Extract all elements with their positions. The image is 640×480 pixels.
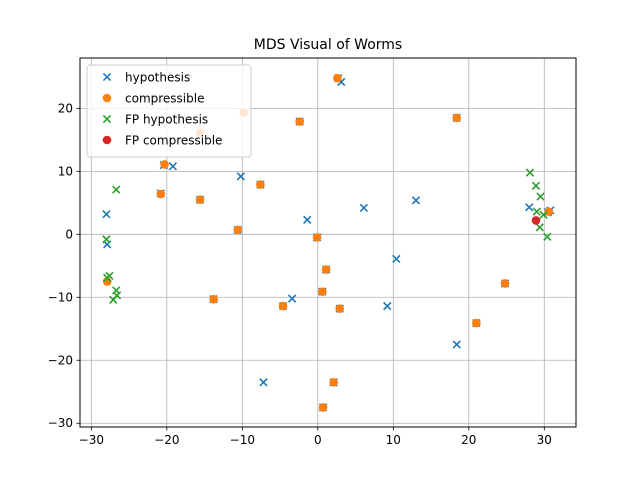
marker-stroke xyxy=(535,223,544,232)
data-point-compressible xyxy=(160,160,169,169)
legend-label-compressible: compressible xyxy=(125,92,204,106)
data-point-fp-hypothesis xyxy=(525,168,535,177)
series-fp-compressible xyxy=(531,216,541,225)
data-point-compressible xyxy=(452,113,462,123)
legend-marker-hypothesis xyxy=(102,72,112,82)
marker-stroke xyxy=(109,295,118,304)
data-point-hypothesis xyxy=(383,301,392,311)
marker-stroke xyxy=(539,210,548,219)
marker-stroke xyxy=(102,72,112,82)
marker-stroke xyxy=(543,232,552,241)
marker-stroke xyxy=(532,207,541,216)
data-point-hypothesis xyxy=(236,172,245,181)
data-point-compressible xyxy=(335,304,345,313)
legend-label-fp-hypothesis: FP hypothesis xyxy=(125,113,208,127)
marker-stroke xyxy=(236,172,245,181)
marker-stroke xyxy=(102,235,111,244)
x-tick-label: −30 xyxy=(79,433,104,447)
legend-marker-fp-hypothesis xyxy=(102,114,112,124)
data-point-hypothesis xyxy=(168,162,178,171)
marker-stroke xyxy=(452,340,461,349)
x-tick-label: −20 xyxy=(154,433,179,447)
data-point-compressible xyxy=(321,265,331,274)
data-point-hypothesis xyxy=(287,294,297,303)
marker-stroke xyxy=(525,203,534,212)
data-point-compressible xyxy=(472,318,481,328)
y-tick-label: 10 xyxy=(58,164,73,178)
legend-marker-fp-compressible xyxy=(102,135,112,145)
chart-title: MDS Visual of Worms xyxy=(254,37,402,53)
tick-layer: −30 −20 −10 0 10 20 30 −30 −20 −10 0 10 20 xyxy=(48,101,552,447)
data-point-compressible xyxy=(256,180,265,189)
legend: hypothesis compressible FP hypothesis FP co… xyxy=(86,64,252,158)
y-tick-label: −30 xyxy=(48,416,73,430)
x-tick-label: 30 xyxy=(537,433,552,447)
legend-label-fp-compressible: FP compressible xyxy=(125,134,222,148)
data-point-fp-compressible xyxy=(531,216,541,225)
marker-stroke xyxy=(525,168,535,177)
data-point-hypothesis xyxy=(102,209,111,219)
data-point-hypothesis xyxy=(525,203,534,212)
x-tick-label: 10 xyxy=(386,433,401,447)
marker-stroke xyxy=(536,192,545,201)
data-point-fp-hypothesis xyxy=(112,185,121,194)
data-point-compressible xyxy=(544,207,554,216)
data-point-compressible xyxy=(295,117,304,126)
data-point-fp-hypothesis xyxy=(109,295,118,304)
marker-stroke xyxy=(531,181,541,190)
marker-stroke xyxy=(112,185,121,194)
marker-stroke xyxy=(287,294,297,303)
data-point-compressible xyxy=(209,294,218,304)
legend-marker-compressible xyxy=(102,93,112,103)
series-fp-hypothesis xyxy=(102,168,552,304)
marker-stroke xyxy=(359,203,369,213)
data-point-compressible xyxy=(233,225,243,235)
y-tick-label: 20 xyxy=(58,101,73,115)
data-point-hypothesis xyxy=(452,340,461,349)
x-tick-label: 0 xyxy=(314,433,322,447)
data-point-compressible xyxy=(312,233,322,242)
data-point-fp-hypothesis xyxy=(531,181,541,190)
data-point-compressible xyxy=(318,287,327,296)
marker-stroke xyxy=(303,215,312,224)
marker-stroke xyxy=(383,301,392,311)
data-point-fp-hypothesis xyxy=(543,232,552,241)
marker-stroke xyxy=(337,77,346,87)
data-point-hypothesis xyxy=(411,196,421,205)
plot-frame xyxy=(79,57,577,428)
marker-stroke xyxy=(259,378,268,387)
data-point-compressible xyxy=(329,377,338,387)
marker-stroke xyxy=(411,196,421,205)
data-point-compressible xyxy=(156,189,166,199)
x-tick-label: −10 xyxy=(230,433,255,447)
data-point-fp-hypothesis xyxy=(536,192,545,201)
marker-stroke xyxy=(102,114,112,124)
data-point-fp-hypothesis xyxy=(539,210,548,219)
data-point-hypothesis xyxy=(359,203,369,213)
data-point-fp-hypothesis xyxy=(532,207,541,216)
data-point-compressible xyxy=(278,301,288,311)
y-tick-label: 0 xyxy=(65,227,73,241)
data-point-fp-hypothesis xyxy=(102,235,111,244)
data-point-hypothesis xyxy=(303,215,312,224)
data-point-compressible xyxy=(333,73,342,83)
marker-stroke xyxy=(105,271,114,281)
marker-stroke xyxy=(102,209,111,219)
data-point-fp-hypothesis xyxy=(535,223,544,232)
x-tick-label: 20 xyxy=(461,433,476,447)
marker-stroke xyxy=(392,254,401,264)
marker-stroke xyxy=(168,162,178,171)
legend-box xyxy=(86,64,252,158)
data-point-hypothesis xyxy=(392,254,401,264)
y-tick-label: −10 xyxy=(48,290,73,304)
data-point-fp-hypothesis xyxy=(105,271,114,281)
legend-label-hypothesis: hypothesis xyxy=(125,71,190,85)
data-point-compressible xyxy=(318,403,328,412)
y-tick-label: −20 xyxy=(48,353,73,367)
data-point-compressible xyxy=(500,279,510,288)
data-point-compressible xyxy=(195,195,205,204)
data-point-hypothesis xyxy=(259,378,268,387)
